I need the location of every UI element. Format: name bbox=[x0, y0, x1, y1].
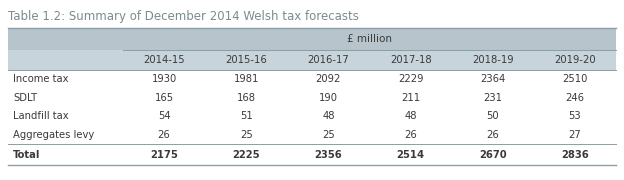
Text: 25: 25 bbox=[322, 130, 335, 140]
Bar bbox=[287, 28, 369, 50]
Bar bbox=[369, 28, 452, 50]
Text: 2356: 2356 bbox=[314, 150, 343, 159]
Bar bbox=[369, 50, 452, 70]
Text: 26: 26 bbox=[486, 130, 499, 140]
Text: 165: 165 bbox=[155, 93, 173, 103]
Bar bbox=[287, 50, 369, 70]
Text: £ million: £ million bbox=[347, 34, 392, 44]
Text: 2017-18: 2017-18 bbox=[390, 55, 431, 65]
Bar bbox=[8, 89, 616, 107]
Text: 2670: 2670 bbox=[479, 150, 507, 159]
Text: 2514: 2514 bbox=[396, 150, 425, 159]
Text: 53: 53 bbox=[568, 111, 581, 121]
Text: 2229: 2229 bbox=[398, 74, 423, 84]
Bar bbox=[205, 50, 287, 70]
Text: 51: 51 bbox=[240, 111, 253, 121]
Text: 50: 50 bbox=[487, 111, 499, 121]
Text: 231: 231 bbox=[483, 93, 502, 103]
Bar bbox=[123, 28, 205, 50]
Text: 2836: 2836 bbox=[561, 150, 589, 159]
Text: 2175: 2175 bbox=[150, 150, 178, 159]
Text: 2015-16: 2015-16 bbox=[225, 55, 267, 65]
Text: SDLT: SDLT bbox=[13, 93, 37, 103]
Bar bbox=[8, 50, 123, 70]
Bar bbox=[8, 28, 123, 50]
Bar bbox=[534, 50, 616, 70]
Text: 2364: 2364 bbox=[480, 74, 505, 84]
Text: 26: 26 bbox=[404, 130, 417, 140]
Bar bbox=[8, 144, 616, 165]
Text: 2019-20: 2019-20 bbox=[554, 55, 596, 65]
Text: Aggregates levy: Aggregates levy bbox=[13, 130, 94, 140]
Text: 48: 48 bbox=[404, 111, 417, 121]
Text: 2092: 2092 bbox=[316, 74, 341, 84]
Text: 211: 211 bbox=[401, 93, 420, 103]
Text: 168: 168 bbox=[236, 93, 256, 103]
Text: 25: 25 bbox=[240, 130, 253, 140]
Bar bbox=[8, 107, 616, 125]
Text: 2018-19: 2018-19 bbox=[472, 55, 514, 65]
Text: 190: 190 bbox=[319, 93, 338, 103]
Bar bbox=[534, 28, 616, 50]
Text: 48: 48 bbox=[322, 111, 334, 121]
Bar bbox=[205, 28, 287, 50]
Text: 1930: 1930 bbox=[152, 74, 177, 84]
Bar bbox=[8, 125, 616, 144]
Text: 1981: 1981 bbox=[233, 74, 259, 84]
Text: 2016-17: 2016-17 bbox=[308, 55, 349, 65]
Text: Landfill tax: Landfill tax bbox=[13, 111, 69, 121]
Text: 2225: 2225 bbox=[232, 150, 260, 159]
Bar bbox=[452, 28, 534, 50]
Text: Table 1.2: Summary of December 2014 Welsh tax forecasts: Table 1.2: Summary of December 2014 Wels… bbox=[8, 10, 359, 23]
Text: 246: 246 bbox=[565, 93, 585, 103]
Bar bbox=[123, 50, 205, 70]
Text: Income tax: Income tax bbox=[13, 74, 69, 84]
Text: 27: 27 bbox=[568, 130, 582, 140]
Bar bbox=[8, 70, 616, 89]
Text: 2014-15: 2014-15 bbox=[144, 55, 185, 65]
Text: 2510: 2510 bbox=[562, 74, 588, 84]
Text: Total: Total bbox=[13, 150, 41, 159]
Text: 26: 26 bbox=[158, 130, 170, 140]
Bar bbox=[452, 50, 534, 70]
Text: 54: 54 bbox=[158, 111, 170, 121]
